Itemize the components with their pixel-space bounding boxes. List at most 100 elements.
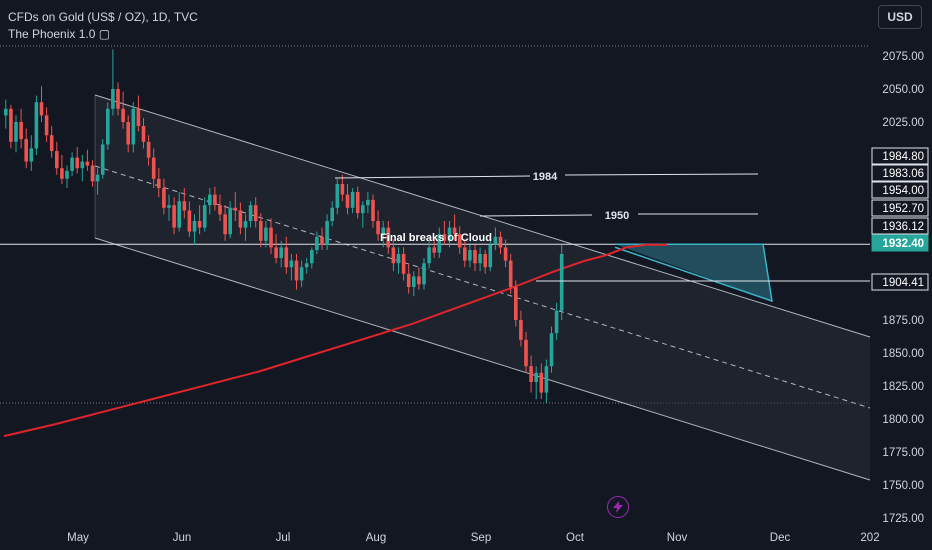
- candle-body: [65, 170, 69, 179]
- candle-body: [427, 247, 431, 264]
- currency-button[interactable]: USD: [878, 5, 922, 29]
- candle-body: [177, 201, 181, 228]
- candle-body: [70, 157, 74, 171]
- price-tick-label: 1800.00: [882, 414, 924, 426]
- candle-body: [55, 151, 59, 169]
- price-tick-label: 1850.00: [882, 348, 924, 360]
- candle-body: [376, 221, 380, 235]
- price-axis[interactable]: 2075.00 2050.00 2025.00 1875.00 1850.00 1825.…: [871, 51, 929, 525]
- candle-body: [60, 168, 64, 179]
- candle-body: [253, 205, 258, 221]
- candle-body: [85, 161, 90, 166]
- price-badge-label: 1932.40: [882, 238, 924, 250]
- candle-body: [289, 260, 294, 268]
- candle-body: [116, 89, 120, 109]
- time-tick-label: Sep: [471, 532, 491, 544]
- candle-body: [396, 254, 401, 264]
- candle-body: [320, 236, 324, 245]
- candle-body: [452, 227, 457, 235]
- candle-body: [259, 221, 263, 241]
- candle-body: [44, 115, 49, 136]
- candle-body: [24, 139, 28, 162]
- candle-body: [228, 207, 232, 235]
- candle-body: [4, 108, 8, 116]
- indicator-title[interactable]: The Phoenix 1.0 ▢: [8, 27, 111, 41]
- time-tick-label: Nov: [667, 532, 688, 544]
- time-tick-label: Jun: [173, 532, 192, 544]
- price-badge-label: 1952.70: [882, 203, 924, 215]
- candle-body: [514, 287, 518, 320]
- price-badge-box: [871, 273, 929, 291]
- channel-median: [94, 165, 871, 409]
- candle-body: [218, 205, 222, 215]
- candle-body: [361, 205, 365, 214]
- candle-body: [468, 250, 472, 261]
- candle-body: [534, 372, 538, 383]
- price-badge-label: 1984.80: [882, 151, 924, 163]
- candle-body: [473, 250, 477, 264]
- moving-average: [3, 243, 667, 438]
- candle-body: [39, 102, 44, 116]
- candle-body: [325, 221, 329, 245]
- candle-body: [269, 227, 273, 248]
- alert-icon[interactable]: [607, 496, 629, 518]
- price-badge-box: [871, 234, 929, 252]
- candle-body: [366, 199, 370, 206]
- symbol-title[interactable]: CFDs on Gold (US$ / OZ), 1D, TVC: [8, 10, 198, 24]
- price-tick-label: 1875.00: [882, 315, 924, 327]
- regression-channel: [0, 45, 871, 481]
- candle-body: [121, 108, 125, 122]
- candle-body: [146, 141, 151, 158]
- candle-body: [417, 276, 421, 285]
- candle-body: [111, 89, 115, 109]
- candle-body: [162, 188, 166, 208]
- candle-body: [131, 108, 136, 145]
- candle-body: [437, 234, 442, 253]
- candle-body: [284, 247, 289, 268]
- candle-body: [401, 254, 406, 274]
- candle-body: [208, 194, 212, 206]
- ma-line: [3, 243, 667, 438]
- time-tick-label: Aug: [366, 532, 386, 544]
- candle-body: [457, 234, 462, 248]
- candle-body: [49, 135, 54, 152]
- projection-outline: [614, 243, 773, 303]
- candle-body: [34, 102, 39, 149]
- candle-body: [488, 244, 493, 268]
- candle-body: [294, 260, 299, 281]
- candle-body: [75, 157, 79, 169]
- candle-body: [172, 205, 176, 228]
- candle-body: [95, 174, 100, 182]
- candle-body: [335, 184, 340, 208]
- candle-body: [549, 333, 554, 367]
- candle-body: [478, 254, 482, 264]
- candle-body: [223, 214, 227, 235]
- candle-body: [19, 122, 23, 140]
- candle-body: [106, 108, 110, 145]
- price-badge-label: 1904.41: [882, 277, 924, 289]
- candle-body: [304, 263, 309, 268]
- candle-body: [136, 108, 141, 126]
- candle-body: [498, 236, 503, 248]
- candle-body: [350, 191, 355, 208]
- candle-body: [126, 122, 130, 145]
- candle-body: [544, 366, 549, 393]
- candle-body: [345, 194, 350, 208]
- price-tick-label: 1775.00: [882, 447, 924, 459]
- candle-body: [9, 108, 13, 142]
- candle-body: [151, 157, 156, 179]
- candle-body: [279, 247, 283, 258]
- level-line-1984-left: [334, 175, 531, 179]
- candle-body: [524, 339, 528, 367]
- candle-body: [243, 221, 248, 228]
- time-axis[interactable]: May Jun Jul Aug Sep Oct Nov Dec 202: [67, 532, 879, 544]
- candle-body: [539, 372, 544, 393]
- candle-body: [391, 247, 396, 264]
- price-badge-box: [871, 199, 929, 217]
- candle-body: [406, 273, 411, 287]
- channel-lower: [94, 237, 871, 481]
- price-badge-box: [871, 217, 929, 235]
- candle-body: [141, 125, 146, 142]
- candlesticks: [4, 49, 564, 404]
